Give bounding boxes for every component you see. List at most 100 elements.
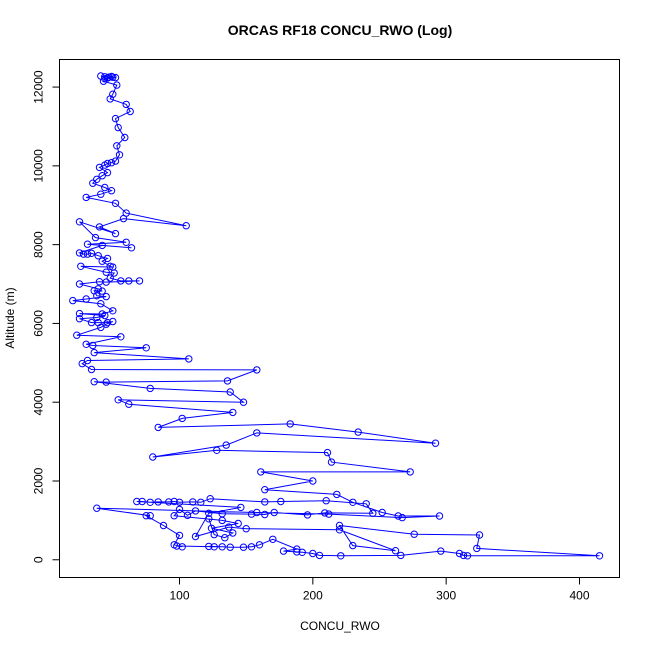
data-point bbox=[397, 551, 405, 560]
data-point bbox=[98, 241, 106, 250]
data-point bbox=[234, 519, 242, 528]
data-point bbox=[154, 423, 162, 432]
data-point bbox=[242, 525, 250, 533]
x-tick-label: 200 bbox=[303, 589, 323, 603]
data-point bbox=[102, 378, 110, 386]
data-point bbox=[75, 309, 84, 318]
data-point bbox=[398, 513, 406, 522]
data-point bbox=[82, 295, 90, 303]
y-tick-label: 2000 bbox=[32, 467, 46, 494]
data-point bbox=[218, 543, 226, 551]
data-point bbox=[165, 498, 173, 506]
y-tick-label: 10000 bbox=[32, 149, 46, 183]
data-point bbox=[93, 175, 101, 184]
data-point bbox=[82, 193, 90, 202]
data-point bbox=[178, 414, 186, 423]
data-point bbox=[173, 542, 181, 550]
data-point bbox=[349, 498, 357, 506]
data-point bbox=[83, 250, 92, 258]
x-tick-label: 300 bbox=[436, 589, 456, 603]
data-point bbox=[109, 307, 117, 315]
data-point bbox=[335, 521, 344, 530]
data-point bbox=[94, 252, 102, 260]
data-point bbox=[125, 277, 133, 285]
data-point bbox=[94, 285, 102, 293]
data-point bbox=[97, 323, 105, 332]
chart-title: ORCAS RF18 CONCU_RWO (Log) bbox=[228, 22, 453, 38]
data-point bbox=[205, 542, 213, 551]
data-point bbox=[323, 448, 332, 457]
data-point bbox=[95, 278, 104, 286]
data-point bbox=[293, 548, 301, 556]
data-point bbox=[89, 341, 97, 350]
x-axis: 100 200 300 400 bbox=[169, 577, 590, 603]
data-point bbox=[102, 268, 110, 276]
data-point bbox=[142, 344, 150, 352]
data-point bbox=[117, 333, 125, 341]
data-point bbox=[89, 179, 97, 187]
data-point bbox=[349, 541, 357, 550]
data-point bbox=[222, 441, 230, 449]
data-point bbox=[87, 365, 96, 374]
data-point bbox=[261, 486, 269, 494]
data-point bbox=[101, 311, 109, 320]
data-point bbox=[121, 133, 129, 142]
series-1 bbox=[69, 72, 604, 560]
data-point bbox=[75, 218, 84, 226]
data-point bbox=[369, 509, 377, 517]
data-point bbox=[114, 396, 122, 404]
data-point bbox=[475, 531, 484, 539]
data-point bbox=[90, 378, 98, 386]
data-point bbox=[257, 468, 265, 476]
data-point bbox=[125, 400, 133, 408]
data-point bbox=[218, 516, 226, 525]
data-point bbox=[79, 250, 88, 258]
data-point bbox=[119, 214, 128, 223]
data-point bbox=[101, 183, 109, 192]
data-point bbox=[303, 511, 312, 519]
data-point bbox=[103, 168, 112, 177]
data-point bbox=[391, 547, 400, 555]
plot-area bbox=[59, 59, 620, 578]
data-point bbox=[133, 497, 141, 506]
data-point bbox=[410, 530, 418, 538]
data-point bbox=[175, 498, 184, 506]
data-point bbox=[182, 222, 190, 230]
data-point bbox=[335, 526, 344, 534]
data-point bbox=[109, 317, 117, 326]
data-point bbox=[75, 249, 84, 257]
data-point bbox=[122, 238, 130, 247]
data-point bbox=[595, 552, 604, 560]
data-point bbox=[73, 331, 81, 339]
data-point bbox=[213, 446, 221, 454]
data-point bbox=[103, 318, 112, 327]
data-point bbox=[226, 388, 234, 396]
data-point bbox=[91, 233, 100, 242]
data-point bbox=[93, 313, 101, 322]
y-axis: 0 2000 4000 6000 8000 10000 12000 bbox=[32, 70, 60, 563]
data-point bbox=[253, 429, 261, 437]
data-point bbox=[102, 292, 110, 301]
data-point bbox=[197, 498, 205, 506]
data-point bbox=[170, 512, 178, 520]
data-point bbox=[247, 543, 256, 551]
data-point bbox=[97, 300, 105, 308]
data-point bbox=[98, 172, 106, 180]
data-point bbox=[309, 549, 317, 558]
data-point bbox=[107, 72, 116, 81]
data-point bbox=[378, 508, 386, 517]
data-point bbox=[293, 545, 301, 553]
data-point bbox=[261, 498, 269, 506]
data-point bbox=[113, 142, 121, 150]
data-point bbox=[115, 151, 124, 159]
data-point bbox=[253, 366, 261, 374]
data-point bbox=[183, 511, 192, 519]
data-point bbox=[77, 262, 85, 270]
data-point bbox=[279, 547, 288, 555]
data-point bbox=[237, 503, 245, 512]
data-point bbox=[459, 551, 468, 560]
data-point bbox=[210, 543, 218, 551]
y-tick-label: 0 bbox=[32, 556, 46, 563]
y-tick-label: 6000 bbox=[32, 310, 46, 337]
data-point bbox=[189, 498, 197, 506]
